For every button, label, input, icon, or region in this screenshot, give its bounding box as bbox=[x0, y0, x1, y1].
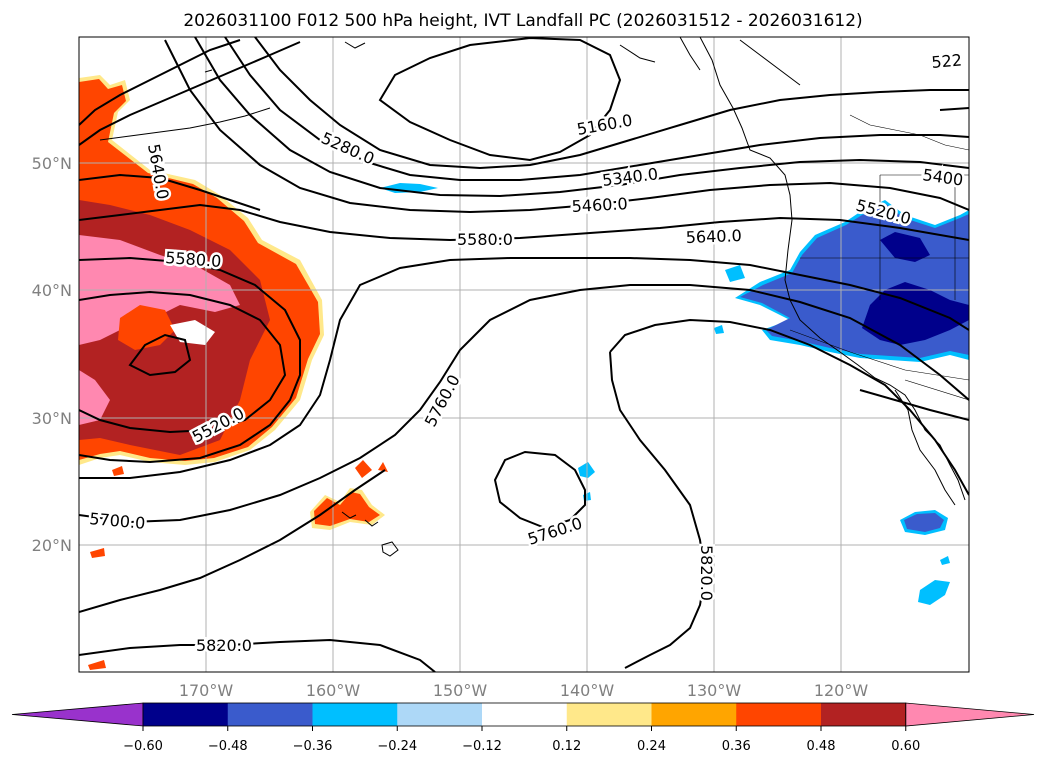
colorbar-bin bbox=[227, 703, 313, 726]
colorbar: −0.60 −0.48 −0.36 −0.24 −0.12 0.12 0.24 0.36 0.4… bbox=[11, 702, 1035, 754]
colorbar-extend-max bbox=[905, 702, 1035, 727]
lon-label: 160°W bbox=[306, 681, 361, 700]
colorbar-bin bbox=[143, 703, 229, 726]
colorbar-tick-label: −0.24 bbox=[377, 739, 417, 754]
colorbar-bin bbox=[651, 703, 737, 726]
colorbar-bin bbox=[482, 703, 568, 726]
lon-label: 130°W bbox=[687, 681, 742, 700]
lat-label: 30°N bbox=[32, 409, 72, 428]
contour-label: 522 bbox=[931, 50, 963, 72]
positive-anomaly-west bbox=[79, 75, 388, 670]
height-contours bbox=[79, 37, 969, 672]
lat-label: 50°N bbox=[32, 154, 72, 173]
latitude-labels: 50°N 40°N 30°N 20°N bbox=[32, 154, 72, 555]
colorbar-tick-label: −0.48 bbox=[208, 739, 248, 754]
lon-label: 170°W bbox=[179, 681, 234, 700]
contour-label: 5820.0 bbox=[697, 545, 716, 601]
lon-label: 140°W bbox=[560, 681, 615, 700]
colorbar-bin bbox=[312, 703, 398, 726]
gridlines bbox=[79, 37, 969, 672]
negative-anomaly-east bbox=[380, 183, 969, 605]
longitude-labels: 170°W 160°W 150°W 140°W 130°W 120°W bbox=[179, 681, 869, 700]
contour-label: 5580.0 bbox=[457, 230, 513, 249]
contour-label: 5460.0 bbox=[571, 194, 628, 216]
colorbar-tick-label: −0.36 bbox=[293, 739, 333, 754]
colorbar-tick-label: 0.36 bbox=[722, 739, 751, 754]
map-title: 2026031100 F012 500 hPa height, IVT Land… bbox=[183, 11, 862, 31]
map-area: 5640.0 5280.0 5160.0 5340.0 5460.0 5580.… bbox=[79, 37, 969, 672]
contour-label: 5640.0 bbox=[685, 226, 742, 247]
lat-label: 40°N bbox=[32, 281, 72, 300]
colorbar-tick-label: −0.60 bbox=[123, 739, 163, 754]
lat-label: 20°N bbox=[32, 536, 72, 555]
contour-label: 5820.0 bbox=[196, 636, 252, 655]
colorbar-tick-label: 0.60 bbox=[891, 739, 920, 754]
colorbar-bin bbox=[736, 703, 822, 726]
colorbar-frame bbox=[142, 702, 907, 727]
lon-label: 150°W bbox=[433, 681, 488, 700]
lon-label: 120°W bbox=[814, 681, 869, 700]
colorbar-extend-min bbox=[11, 702, 144, 727]
map-frame bbox=[78, 36, 970, 673]
colorbar-bin bbox=[397, 703, 483, 726]
contour-label: 5580.0 bbox=[165, 248, 222, 271]
colorbar-tick-label: 0.24 bbox=[637, 739, 666, 754]
colorbar-tick-label: 0.48 bbox=[807, 739, 836, 754]
colorbar-tick-label: −0.12 bbox=[462, 739, 502, 754]
colorbar-bin bbox=[566, 703, 652, 726]
colorbar-bin bbox=[821, 703, 907, 726]
colorbar-tick-label: 0.12 bbox=[552, 739, 581, 754]
